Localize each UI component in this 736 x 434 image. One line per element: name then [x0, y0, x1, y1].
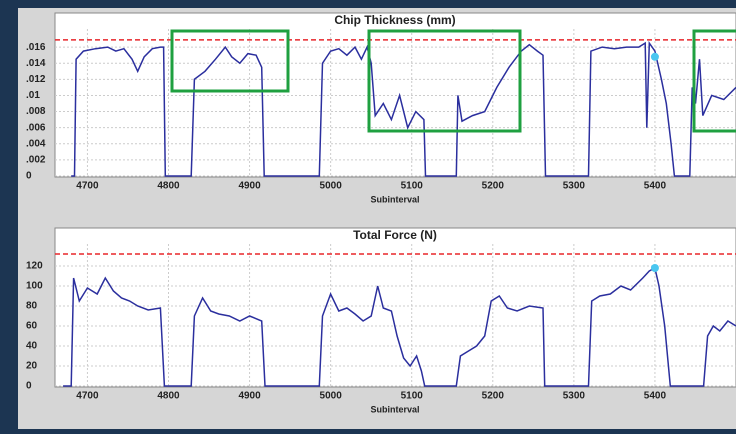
x-tick-label: 4900: [238, 181, 261, 192]
highlight-point: [650, 264, 659, 272]
chart-title: Total Force (N): [353, 228, 437, 242]
data-line: [71, 40, 736, 177]
y-tick-label: .006: [26, 122, 46, 133]
x-axis-label: Subinterval: [370, 404, 419, 414]
x-tick-label: 5000: [320, 181, 343, 192]
y-tick-label: 0: [26, 381, 32, 392]
highlight-box: [692, 29, 736, 133]
x-tick-label: 4700: [76, 391, 99, 402]
y-tick-label: .008: [26, 106, 46, 117]
y-tick-label: .016: [26, 42, 46, 53]
plot-area: [54, 227, 736, 388]
y-tick-label: 120: [26, 261, 43, 272]
green-boxes: [170, 29, 736, 133]
x-tick-label: 5400: [644, 181, 667, 192]
y-tick-label: 40: [26, 341, 38, 352]
y-tick-label: .014: [26, 58, 46, 69]
x-tick-label: 5000: [320, 391, 343, 402]
x-axis-label: Subinterval: [370, 194, 419, 204]
x-tick-label: 5100: [401, 391, 424, 402]
x-tick-label: 5100: [401, 181, 424, 192]
x-tick-label: 5400: [644, 391, 667, 402]
y-tick-label: .01: [26, 90, 40, 101]
chart-title: Chip Thickness (mm): [334, 13, 455, 27]
y-tick-label: .002: [26, 155, 46, 166]
y-tick-label: 0: [26, 171, 32, 182]
y-tick-label: .004: [26, 138, 46, 149]
x-tick-label: 4800: [157, 391, 180, 402]
y-tick-label: .012: [26, 74, 46, 85]
x-tick-label: 4700: [76, 181, 99, 192]
x-tick-label: 4800: [157, 181, 180, 192]
charts: Chip Thickness (mm) 0 .002 .004 .006 .008 .01.…: [26, 12, 736, 414]
x-tick-label: 5300: [563, 181, 586, 192]
y-tick-label: 100: [26, 281, 43, 292]
highlight-point: [650, 52, 659, 61]
x-tick-label: 5200: [482, 391, 505, 402]
data-line: [63, 266, 736, 387]
highlight-box: [170, 29, 290, 93]
y-tick-label: 20: [26, 361, 38, 372]
x-tick-label: 5300: [563, 391, 586, 402]
highlight-box: [367, 29, 522, 133]
y-tick-label: 60: [26, 321, 38, 332]
y-tick-label: 80: [26, 301, 38, 312]
x-tick-label: 5200: [482, 181, 505, 192]
x-tick-label: 4900: [238, 391, 261, 402]
